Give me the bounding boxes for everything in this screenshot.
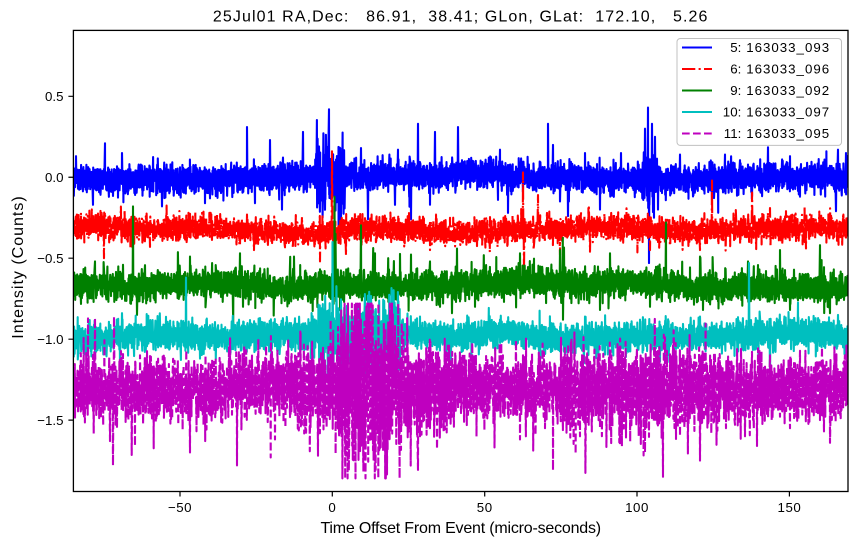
svg-text:−50: −50 bbox=[168, 500, 192, 515]
svg-text:163033_095: 163033_095 bbox=[746, 126, 830, 141]
svg-text:Time Offset From Event (micro-: Time Offset From Event (micro-seconds) bbox=[320, 520, 600, 537]
svg-text:11:: 11: bbox=[724, 126, 742, 141]
svg-text:163033_096: 163033_096 bbox=[746, 62, 830, 77]
svg-text:50: 50 bbox=[477, 500, 493, 515]
svg-text:100: 100 bbox=[625, 500, 649, 515]
svg-text:5:: 5: bbox=[730, 40, 741, 55]
svg-text:−1.5: −1.5 bbox=[37, 413, 63, 428]
svg-text:10:: 10: bbox=[723, 105, 742, 120]
svg-text:163033_093: 163033_093 bbox=[746, 40, 830, 55]
svg-text:163033_097: 163033_097 bbox=[746, 105, 830, 120]
svg-text:25Jul01 RA,Dec: 86.91, 38.4: 25Jul01 RA,Dec: 86.91, 38.41; GLon, GLat… bbox=[213, 9, 709, 26]
svg-text:0.0: 0.0 bbox=[45, 170, 64, 185]
svg-text:0.5: 0.5 bbox=[45, 89, 64, 104]
svg-text:163033_092: 163033_092 bbox=[746, 83, 830, 98]
svg-text:−1.0: −1.0 bbox=[37, 332, 63, 347]
svg-text:6:: 6: bbox=[730, 62, 741, 77]
svg-text:−0.5: −0.5 bbox=[37, 251, 63, 266]
svg-text:Intensity (Counts): Intensity (Counts) bbox=[10, 195, 27, 338]
svg-text:0: 0 bbox=[328, 500, 336, 515]
svg-text:150: 150 bbox=[778, 500, 802, 515]
svg-text:9:: 9: bbox=[730, 83, 741, 98]
